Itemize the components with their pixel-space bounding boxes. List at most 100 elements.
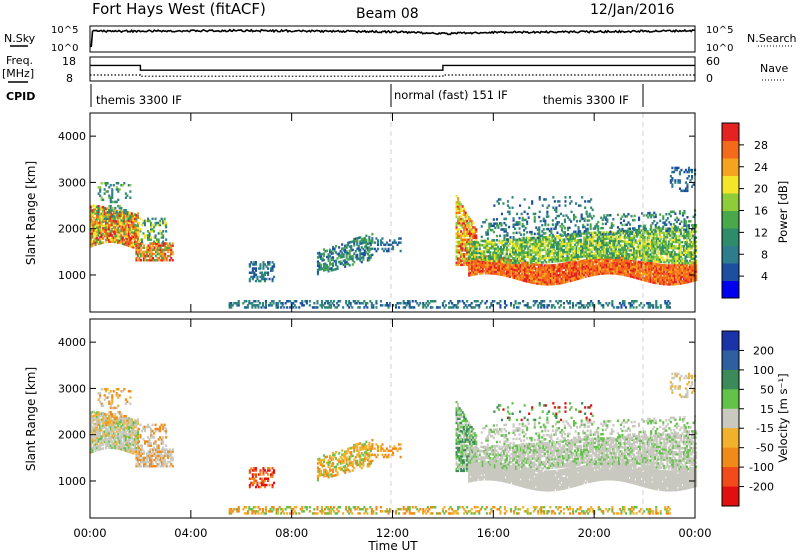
power-cell <box>587 244 590 247</box>
power-cell <box>460 263 463 267</box>
power-cell <box>512 263 515 267</box>
power-cell <box>557 214 561 218</box>
power-cell <box>455 213 458 217</box>
power-cell <box>148 238 151 241</box>
power-cell <box>105 222 108 225</box>
power-cell <box>160 232 163 235</box>
power-cell <box>475 230 478 233</box>
power-cell <box>111 196 114 199</box>
power-cell <box>552 276 555 280</box>
power-cell <box>467 263 470 267</box>
power-cell <box>472 243 475 246</box>
power-cell <box>162 252 165 256</box>
power-cell <box>649 266 652 269</box>
power-cell <box>524 238 527 242</box>
power-cell <box>369 247 372 251</box>
power-cell <box>534 282 537 285</box>
power-cell <box>460 203 463 206</box>
power-cell <box>590 259 593 262</box>
power-cell <box>644 224 647 228</box>
power-cell <box>515 273 518 276</box>
power-cell <box>111 213 114 216</box>
power-cell <box>504 217 508 221</box>
power-cell <box>478 270 481 273</box>
power-cell <box>132 219 135 222</box>
power-cell <box>593 273 596 276</box>
power-cell <box>574 276 577 279</box>
power-cell <box>551 260 554 263</box>
power-cell <box>120 235 123 239</box>
power-cell <box>455 207 458 210</box>
power-cell <box>695 268 698 271</box>
power-cell <box>117 241 120 244</box>
power-cell <box>657 278 660 281</box>
power-cell <box>513 244 516 248</box>
power-cell <box>539 270 542 273</box>
power-cell <box>678 263 681 267</box>
power-cell <box>99 229 102 233</box>
power-cell <box>678 278 681 281</box>
power-cell <box>551 235 554 238</box>
power-cell <box>625 269 628 273</box>
power-cell <box>567 267 571 271</box>
power-cell <box>530 261 533 265</box>
power-cell <box>649 272 652 275</box>
frequency-panel: Freq. [MHz] 18 8 60 0 Nave <box>2 54 788 85</box>
power-cell <box>458 219 461 223</box>
power-cell <box>112 211 115 214</box>
power-cell <box>552 245 555 249</box>
power-cell <box>682 265 686 268</box>
power-cell <box>587 272 590 276</box>
power-cell <box>478 266 481 269</box>
power-cell <box>362 239 365 243</box>
power-cell <box>516 275 519 278</box>
power-cell <box>643 270 646 274</box>
power-cell <box>475 245 478 248</box>
power-cell <box>533 247 536 250</box>
power-cell <box>521 278 524 282</box>
power-cell <box>472 260 475 264</box>
power-cell <box>148 219 151 223</box>
power-cell <box>593 248 596 251</box>
power-cell <box>634 259 637 263</box>
power-cell <box>457 228 460 231</box>
power-cell <box>536 242 539 246</box>
power-cell <box>588 212 591 216</box>
power-cell <box>625 259 628 262</box>
power-cell <box>545 261 548 264</box>
power-cell <box>692 271 695 274</box>
power-cell <box>569 233 572 236</box>
power-cell <box>605 245 608 249</box>
power-cell <box>584 200 587 203</box>
power-cell <box>540 240 543 243</box>
power-cell <box>268 261 271 264</box>
power-cell <box>466 261 469 265</box>
power-cell <box>91 230 94 233</box>
power-cell <box>493 245 496 248</box>
power-cell <box>350 257 353 260</box>
power-cell <box>528 255 531 258</box>
power-cell <box>506 200 510 203</box>
power-cell <box>140 240 144 243</box>
power-cell <box>604 252 607 255</box>
power-cell <box>250 261 253 264</box>
power-cell <box>124 228 127 232</box>
power-cell <box>561 249 565 252</box>
power-cell <box>614 239 617 243</box>
power-cell <box>554 270 557 273</box>
power-cell <box>549 274 552 278</box>
power-cell <box>589 272 592 275</box>
power-cell <box>120 237 123 241</box>
power-cell <box>563 240 566 243</box>
power-cell <box>366 259 369 262</box>
power-cell <box>461 226 464 229</box>
power-cell <box>492 253 495 256</box>
power-cell <box>583 271 586 275</box>
power-cell <box>533 273 536 276</box>
power-cell <box>564 252 568 256</box>
power-cell <box>552 282 555 286</box>
power-cell <box>663 268 666 271</box>
power-cell <box>555 243 558 246</box>
power-cell <box>111 194 114 197</box>
power-cell <box>123 222 126 225</box>
